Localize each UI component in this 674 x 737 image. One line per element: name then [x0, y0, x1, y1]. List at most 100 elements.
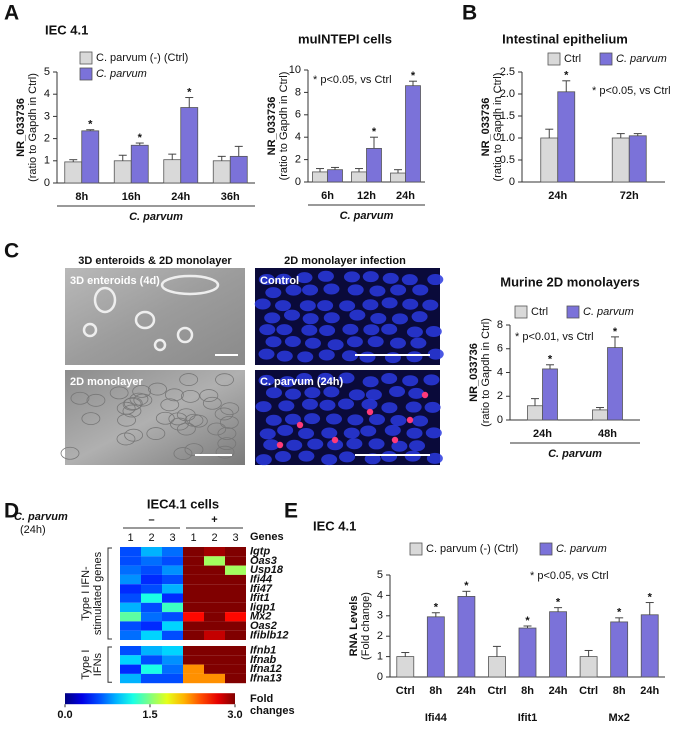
y-tick-label: 4	[44, 88, 50, 100]
cell	[215, 373, 234, 387]
nucleus	[339, 300, 356, 312]
x-axis-label: C. parvum	[129, 211, 183, 223]
chart-title: Murine 2D monolayers	[500, 274, 639, 289]
heatmap-cell	[225, 556, 246, 566]
x-tick-label: 24h	[171, 191, 190, 203]
panel-label: E	[284, 500, 298, 523]
nucleus	[381, 402, 398, 414]
heatmap-cell	[183, 574, 204, 585]
y-axis-sublabel: (ratio to Gapdh in Ctrl)	[278, 72, 290, 181]
bar	[457, 596, 476, 678]
cell	[81, 412, 101, 426]
heatmap-cell	[183, 565, 204, 575]
heatmap-cell	[120, 655, 141, 665]
nucleus	[381, 450, 398, 462]
bar	[229, 155, 248, 184]
significance: *	[411, 70, 416, 82]
heatmap-cell	[204, 673, 225, 684]
cell	[129, 392, 149, 406]
nucleus	[404, 450, 421, 462]
nucleus	[389, 385, 406, 397]
x-tick-label: 24h	[457, 685, 476, 697]
nucleus	[317, 270, 334, 282]
heatmap-cell	[162, 655, 183, 665]
bar	[611, 137, 630, 183]
bar	[607, 347, 623, 421]
parasite	[406, 416, 414, 424]
legend-label: Ctrl	[531, 306, 548, 318]
enteroid	[176, 326, 194, 344]
heatmap-cell	[204, 547, 225, 557]
heatmap-cell	[204, 574, 225, 585]
micrograph-title: 2D monolayer infection	[284, 255, 406, 267]
cell	[132, 385, 152, 398]
significance: *	[525, 615, 530, 627]
nucleus	[296, 272, 313, 284]
chart-title: IEC 4.1	[45, 22, 88, 37]
annotation: * p<0.05, vs Ctrl	[592, 85, 671, 97]
y-tick-label: 2	[377, 630, 383, 642]
bar	[579, 656, 598, 678]
panel-label: A	[4, 2, 19, 25]
cell	[164, 388, 184, 402]
y-tick-label: 2.5	[500, 66, 515, 78]
x-tick-label: 12h	[357, 190, 376, 202]
gene-label: Oas3	[250, 555, 277, 567]
heatmap-cell	[183, 547, 204, 557]
nucleus	[323, 386, 340, 398]
heatmap-cell	[162, 556, 183, 566]
y-tick-label: 4	[377, 589, 383, 601]
significance: *	[434, 602, 439, 614]
nucleus	[390, 284, 407, 296]
row-group-bracket	[107, 547, 112, 640]
cell	[207, 422, 227, 436]
nucleus	[412, 415, 429, 427]
y-tick-label: 0	[497, 414, 503, 426]
heatmap-cell	[162, 646, 183, 656]
heatmap-cell	[225, 630, 246, 640]
nucleus	[347, 414, 364, 426]
x-tick-label: Ctrl	[579, 685, 598, 697]
legend-swatch	[79, 51, 93, 65]
nucleus	[342, 323, 359, 335]
heatmap-cell	[162, 584, 183, 594]
legend-swatch	[599, 52, 613, 66]
heatmap-cell	[225, 673, 246, 684]
group-label: Mx2	[608, 712, 629, 724]
column-label: 1	[127, 532, 133, 544]
nucleus	[346, 438, 363, 450]
heatmap-cell	[183, 612, 204, 622]
y-tick-label: 3	[377, 610, 383, 622]
heatmap-cell	[120, 602, 141, 613]
nucleus	[381, 323, 398, 335]
gene-label: Ifna13	[250, 672, 282, 684]
cell	[109, 386, 129, 400]
y-tick-label: 1	[377, 651, 383, 663]
heatmap-cell	[183, 664, 204, 674]
bar	[426, 616, 445, 678]
nucleus	[304, 387, 321, 399]
bar	[163, 159, 182, 184]
bar	[81, 130, 100, 184]
cell	[160, 398, 180, 412]
heatmap-cell	[120, 673, 141, 684]
heatmap-cell	[204, 593, 225, 603]
y-tick-label: 2	[44, 133, 50, 145]
heatmap-cell	[162, 602, 183, 613]
nucleus	[349, 309, 366, 321]
heatmap-cell	[141, 584, 162, 594]
nucleus	[255, 454, 272, 466]
annotation: * p<0.01, vs Ctrl	[515, 331, 594, 343]
nucleus	[359, 351, 376, 363]
significance: *	[564, 70, 569, 82]
bar	[396, 656, 415, 678]
nucleus	[427, 348, 444, 360]
nucleus	[346, 336, 363, 348]
y-tick-label: 4	[295, 131, 301, 143]
micrograph-label: 3D enteroids (4d)	[70, 275, 160, 287]
micrograph-detail	[60, 270, 444, 466]
nucleus	[319, 399, 336, 411]
heatmap-cell	[225, 584, 246, 594]
bar	[390, 172, 406, 183]
heatmap-cell	[204, 556, 225, 566]
